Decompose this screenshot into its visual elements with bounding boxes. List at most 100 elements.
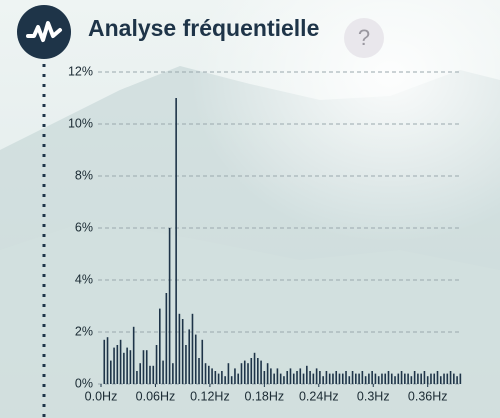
- bar: [113, 347, 115, 384]
- x-tick-label: 0.12Hz: [190, 389, 230, 403]
- bar: [194, 334, 197, 384]
- bar: [243, 360, 246, 384]
- plot: 0% 2% 4% 6% 8% 10% 12% 0.0Hz 0.06Hz 0.12Hz 0.18Hz 0…: [68, 64, 462, 403]
- y-tick-label: 4%: [75, 272, 93, 286]
- bar: [439, 376, 442, 384]
- bar: [201, 339, 204, 384]
- bar: [443, 373, 445, 384]
- bar: [397, 373, 400, 384]
- bar: [159, 308, 161, 384]
- bar: [355, 373, 357, 384]
- bar: [155, 345, 158, 384]
- bar: [253, 352, 256, 384]
- bar: [423, 371, 426, 384]
- bar: [217, 373, 220, 384]
- bar: [456, 376, 458, 384]
- y-tick-label: 2%: [75, 324, 93, 338]
- bar: [390, 373, 393, 384]
- bar: [103, 339, 106, 384]
- help-button[interactable]: [344, 18, 384, 58]
- x-tick-label: 0.36Hz: [408, 389, 448, 403]
- bar: [449, 371, 452, 384]
- bar: [165, 293, 168, 384]
- bar: [263, 371, 266, 384]
- bar: [106, 337, 109, 384]
- bar: [387, 371, 390, 384]
- y-tick-label: 8%: [75, 168, 93, 182]
- bar: [338, 373, 341, 384]
- x-tick-label: 0.0Hz: [85, 389, 118, 403]
- bar: [110, 360, 112, 384]
- bar: [191, 313, 194, 384]
- bar: [410, 376, 413, 384]
- bar: [446, 373, 449, 384]
- bar: [142, 350, 145, 384]
- bar: [240, 363, 243, 384]
- bar: [270, 368, 272, 384]
- bar: [208, 365, 210, 384]
- bar: [181, 319, 184, 384]
- bar: [162, 360, 164, 384]
- bar: [250, 358, 253, 384]
- bar: [276, 368, 279, 384]
- bar: [436, 371, 439, 384]
- bar: [417, 373, 419, 384]
- bar: [358, 373, 360, 384]
- bar: [175, 98, 177, 384]
- bar: [426, 376, 429, 384]
- bar: [172, 363, 174, 384]
- bar: [420, 373, 422, 384]
- bar: [302, 373, 305, 384]
- bar: [257, 358, 259, 384]
- bar: [453, 373, 455, 384]
- bar: [306, 365, 308, 384]
- x-tick-label: 0.24Hz: [299, 389, 339, 403]
- bar: [145, 350, 148, 384]
- bar: [211, 368, 213, 384]
- bar: [230, 376, 233, 384]
- bar: [237, 373, 240, 384]
- bar: [292, 373, 295, 384]
- bar: [296, 371, 298, 384]
- bar: [413, 371, 416, 384]
- bar: [123, 352, 125, 384]
- bar: [433, 373, 436, 384]
- bar: [351, 371, 354, 384]
- bar: [374, 373, 377, 384]
- bar: [221, 371, 223, 384]
- bar: [394, 376, 396, 384]
- bar: [361, 371, 364, 384]
- bar: [407, 373, 409, 384]
- bar: [368, 373, 370, 384]
- bar: [400, 371, 403, 384]
- bar: [168, 228, 171, 384]
- bar: [273, 373, 275, 384]
- bar: [430, 373, 432, 384]
- bar: [188, 329, 191, 384]
- bar: [224, 376, 226, 384]
- bar: [234, 368, 236, 384]
- x-tick-label: 0.06Hz: [136, 389, 176, 403]
- bar: [289, 368, 292, 384]
- bar: [312, 373, 315, 384]
- y-tick-label: 10%: [68, 116, 93, 130]
- bar: [204, 363, 207, 384]
- bar: [132, 326, 135, 384]
- help-icon[interactable]: ?: [358, 25, 370, 50]
- bar: [116, 345, 119, 384]
- y-tick-label: 0%: [75, 376, 93, 390]
- bar: [404, 373, 406, 384]
- bar: [214, 371, 217, 384]
- bar: [371, 371, 373, 384]
- x-tick-label: 0.3Hz: [357, 389, 390, 403]
- bar: [286, 371, 289, 384]
- bar: [299, 368, 302, 384]
- bar: [341, 373, 344, 384]
- bar: [198, 358, 200, 384]
- bar: [136, 371, 138, 384]
- bar: [335, 371, 338, 384]
- bar: [348, 376, 351, 384]
- y-tick-label: 12%: [68, 64, 93, 78]
